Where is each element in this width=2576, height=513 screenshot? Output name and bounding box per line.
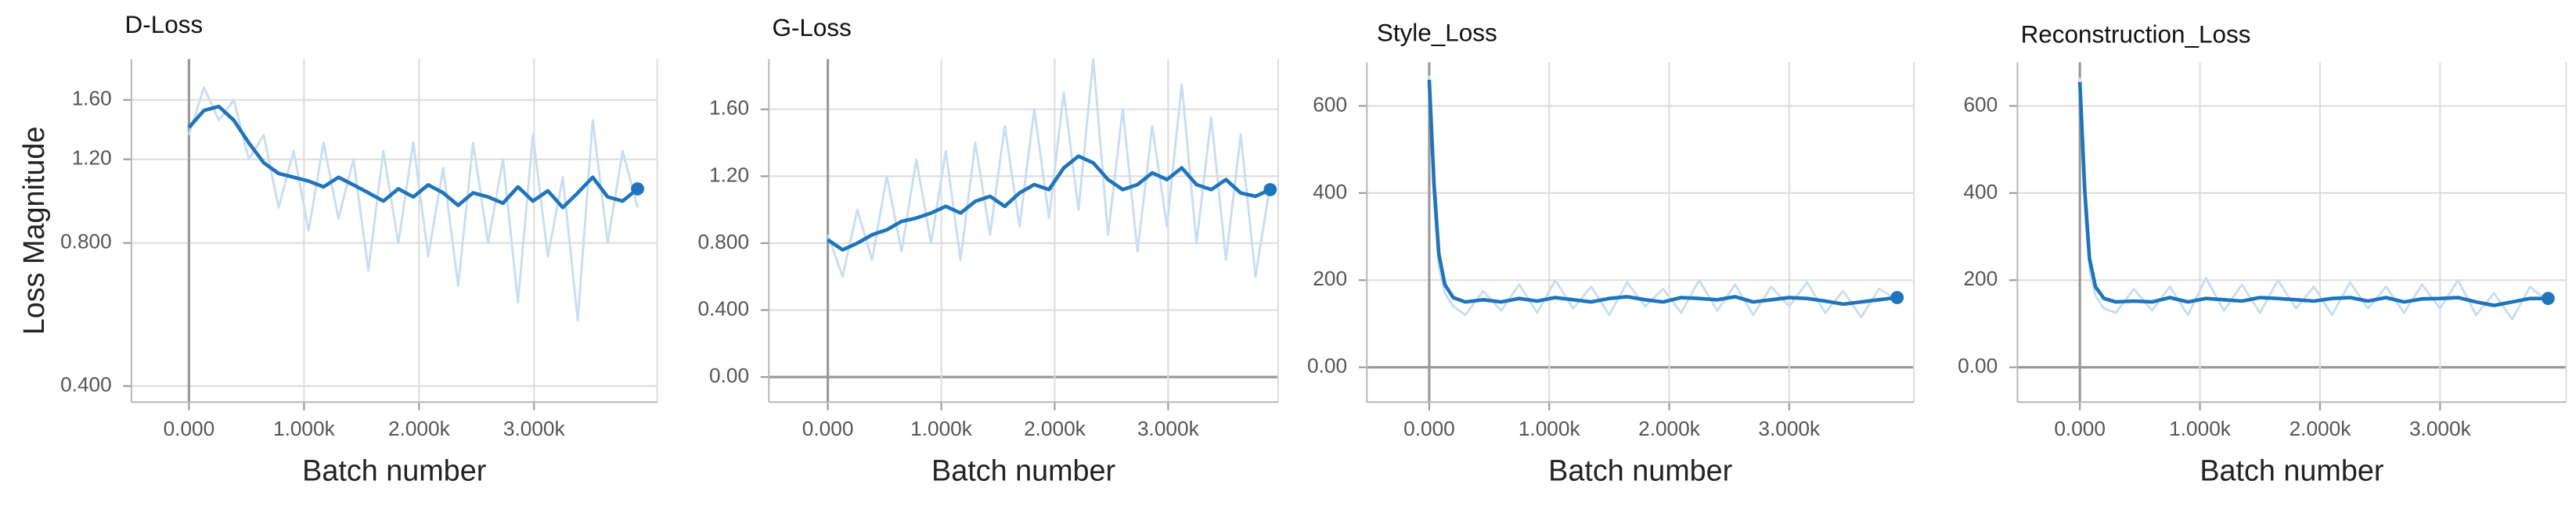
x-axis-label: Batch number <box>2200 454 2383 487</box>
end-point <box>1263 183 1277 196</box>
y-tick-label: 400 <box>1963 180 1998 203</box>
end-point <box>631 182 644 196</box>
raw-line <box>2078 77 2549 321</box>
x-tick-label: 0.000 <box>164 417 215 440</box>
x-tick-label: 2.000k <box>2290 417 2352 440</box>
y-tick-label: 0.00 <box>1958 354 1998 378</box>
y-tick-label: 1.60 <box>709 96 749 120</box>
x-tick-label: 0.000 <box>802 417 854 440</box>
chart: G-Loss 0.00 0.400 0.800 1.20 1.60 0.000 1.000k 2… <box>697 14 1279 487</box>
x-tick-label: 2.000k <box>1638 417 1701 440</box>
x-tick-label: 3.000k <box>1758 417 1821 440</box>
x-tick-label: 3.000k <box>503 417 566 440</box>
end-point <box>2542 292 2555 306</box>
x-tick-label: 3.000k <box>1137 417 1200 440</box>
x-tick-label: 1.000k <box>273 417 336 440</box>
smoothed-line <box>827 154 1271 252</box>
y-tick-label: 400 <box>1313 180 1347 203</box>
x-tick-label: 1.000k <box>1519 417 1581 440</box>
y-tick-label: 0.00 <box>709 364 749 387</box>
y-tick-label: 200 <box>1963 267 1998 290</box>
x-tick-label: 2.000k <box>1024 417 1086 440</box>
smoothed-line <box>1427 79 1897 307</box>
chart-title: D-Loss <box>125 11 204 38</box>
x-tick-label: 2.000k <box>388 417 451 440</box>
raw-line <box>187 86 639 322</box>
y-tick-label: 0.800 <box>60 230 112 253</box>
chart-title: Style_Loss <box>1377 19 1497 46</box>
y-tick-label: 0.800 <box>697 230 749 253</box>
y-tick-label: 0.400 <box>697 296 749 320</box>
chart: D-Loss 0.400 0.800 1.20 1.60 0.000 1.000k 2.000… <box>18 11 658 487</box>
x-tick-label: 0.000 <box>2054 417 2106 440</box>
x-tick-label: 1.000k <box>910 417 973 440</box>
smoothed-line <box>187 104 639 210</box>
raw-line <box>1428 75 1898 319</box>
x-axis-label: Batch number <box>931 454 1115 487</box>
end-point <box>1890 291 1904 304</box>
x-tick-label: 0.000 <box>1403 417 1455 440</box>
smoothed-line <box>2077 81 2549 307</box>
y-axis-label: Loss Magnitude <box>18 127 51 335</box>
chart-title: Reconstruction_Loss <box>2021 20 2251 48</box>
y-tick-label: 1.20 <box>709 163 749 186</box>
raw-line <box>827 58 1272 278</box>
y-tick-label: 0.400 <box>60 373 112 396</box>
y-tick-label: 1.60 <box>72 87 112 110</box>
y-tick-label: 200 <box>1313 267 1347 290</box>
x-tick-label: 1.000k <box>2169 417 2232 440</box>
y-tick-label: 0.00 <box>1307 354 1347 378</box>
x-axis-label: Batch number <box>302 454 486 487</box>
y-tick-label: 1.20 <box>72 146 112 170</box>
y-tick-label: 600 <box>1313 92 1347 116</box>
chart-title: G-Loss <box>772 14 851 41</box>
y-tick-label: 600 <box>1963 92 1998 116</box>
chart: Reconstruction_Loss 0.00 200 400 600 0.000 1.0… <box>1958 20 2567 487</box>
x-tick-label: 3.000k <box>2409 417 2472 440</box>
chart: Style_Loss 0.00 200 400 600 0.000 1.000k 2.000k… <box>1307 19 1915 487</box>
x-axis-label: Batch number <box>1548 454 1732 487</box>
